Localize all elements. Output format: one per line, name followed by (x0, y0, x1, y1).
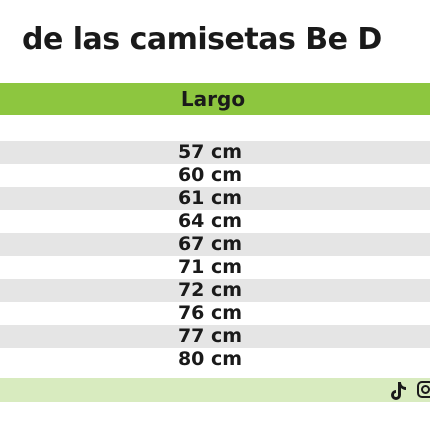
row-value: 67 cm (177, 233, 243, 255)
social-icons (391, 381, 430, 400)
row-value: 71 cm (177, 256, 243, 278)
table-row: 71 cm (0, 256, 430, 279)
row-value: 57 cm (177, 141, 243, 163)
row-value: 72 cm (177, 279, 243, 301)
row-value: 64 cm (177, 210, 243, 232)
table-row: 57 cm (0, 141, 430, 164)
table-row: 76 cm (0, 302, 430, 325)
table-row: 80 cm (0, 348, 430, 371)
table-row: 64 cm (0, 210, 430, 233)
footer-bar (0, 378, 430, 402)
instagram-icon (417, 381, 430, 398)
table-row: 77 cm (0, 325, 430, 348)
table-row: 61 cm (0, 187, 430, 210)
table-row: 72 cm (0, 279, 430, 302)
row-value: 61 cm (177, 187, 243, 209)
row-value: 80 cm (177, 348, 243, 370)
tiktok-icon (391, 382, 406, 400)
table-row: 60 cm (0, 164, 430, 187)
table-header: Largo (0, 83, 430, 115)
instagram-lens (421, 385, 430, 394)
table-row: 67 cm (0, 233, 430, 256)
header-label: Largo (180, 87, 246, 111)
row-value: 60 cm (177, 164, 243, 186)
row-value: 76 cm (177, 302, 243, 324)
row-value: 77 cm (177, 325, 243, 347)
title: de las camisetas Be D (22, 22, 382, 57)
